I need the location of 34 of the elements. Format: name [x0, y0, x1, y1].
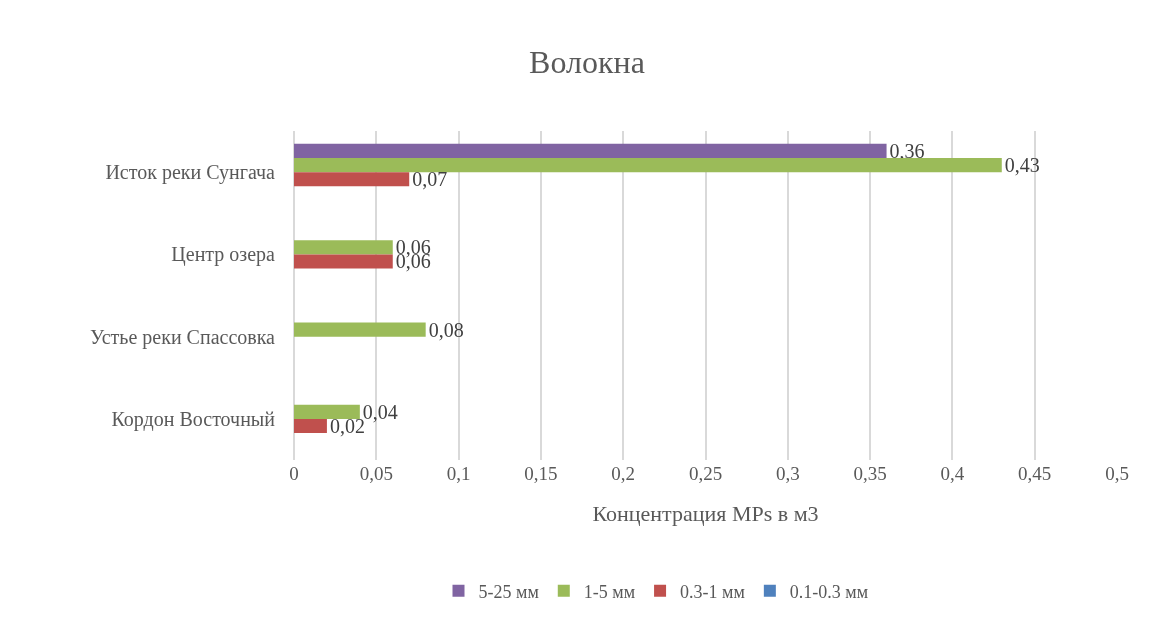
legend-label: 0.1-0.3 мм: [789, 581, 869, 602]
bar: [294, 404, 360, 419]
legend-label: 0.3-1 мм: [680, 581, 745, 602]
x-tick-label: 0,35: [853, 463, 887, 484]
bar: [294, 322, 426, 337]
x-tick-label: 0,3: [775, 463, 800, 484]
bar: [294, 143, 887, 158]
x-tick-label: 0,25: [688, 463, 723, 484]
bar: [294, 254, 393, 269]
x-tick-label: 0,05: [359, 463, 393, 484]
x-tick-label: 0,1: [446, 463, 471, 484]
bar: [294, 418, 327, 434]
bar: [294, 157, 1002, 173]
chart-title: Волокна: [529, 44, 645, 81]
x-tick-label: 0: [289, 463, 299, 484]
data-label: 0,07: [412, 168, 448, 191]
data-label: 0,36: [889, 139, 925, 162]
y-tick-label: Исток реки Сунгача: [105, 161, 276, 185]
y-tick-label: Устье реки Спассовка: [89, 325, 276, 349]
x-tick-label: 0,5: [1105, 463, 1129, 484]
x-tick-label: 0,15: [524, 463, 558, 484]
y-tick-label: Центр озера: [171, 243, 276, 267]
bar: [294, 240, 393, 255]
x-tick-label: 0,4: [940, 463, 965, 484]
x-axis-title: Концентрация MPs в м3: [592, 500, 819, 526]
data-label: 0,08: [428, 318, 464, 341]
legend-label: 1-5 мм: [583, 581, 636, 602]
data-label: 0,43: [1004, 154, 1040, 177]
y-tick-label: Кордон Восточный: [111, 407, 276, 431]
bar: [294, 172, 410, 187]
data-label: 0,04: [362, 400, 398, 423]
legend-label: 5-25 мм: [478, 581, 539, 602]
x-tick-label: 0,2: [611, 463, 636, 484]
x-tick-label: 0,45: [1018, 463, 1052, 484]
